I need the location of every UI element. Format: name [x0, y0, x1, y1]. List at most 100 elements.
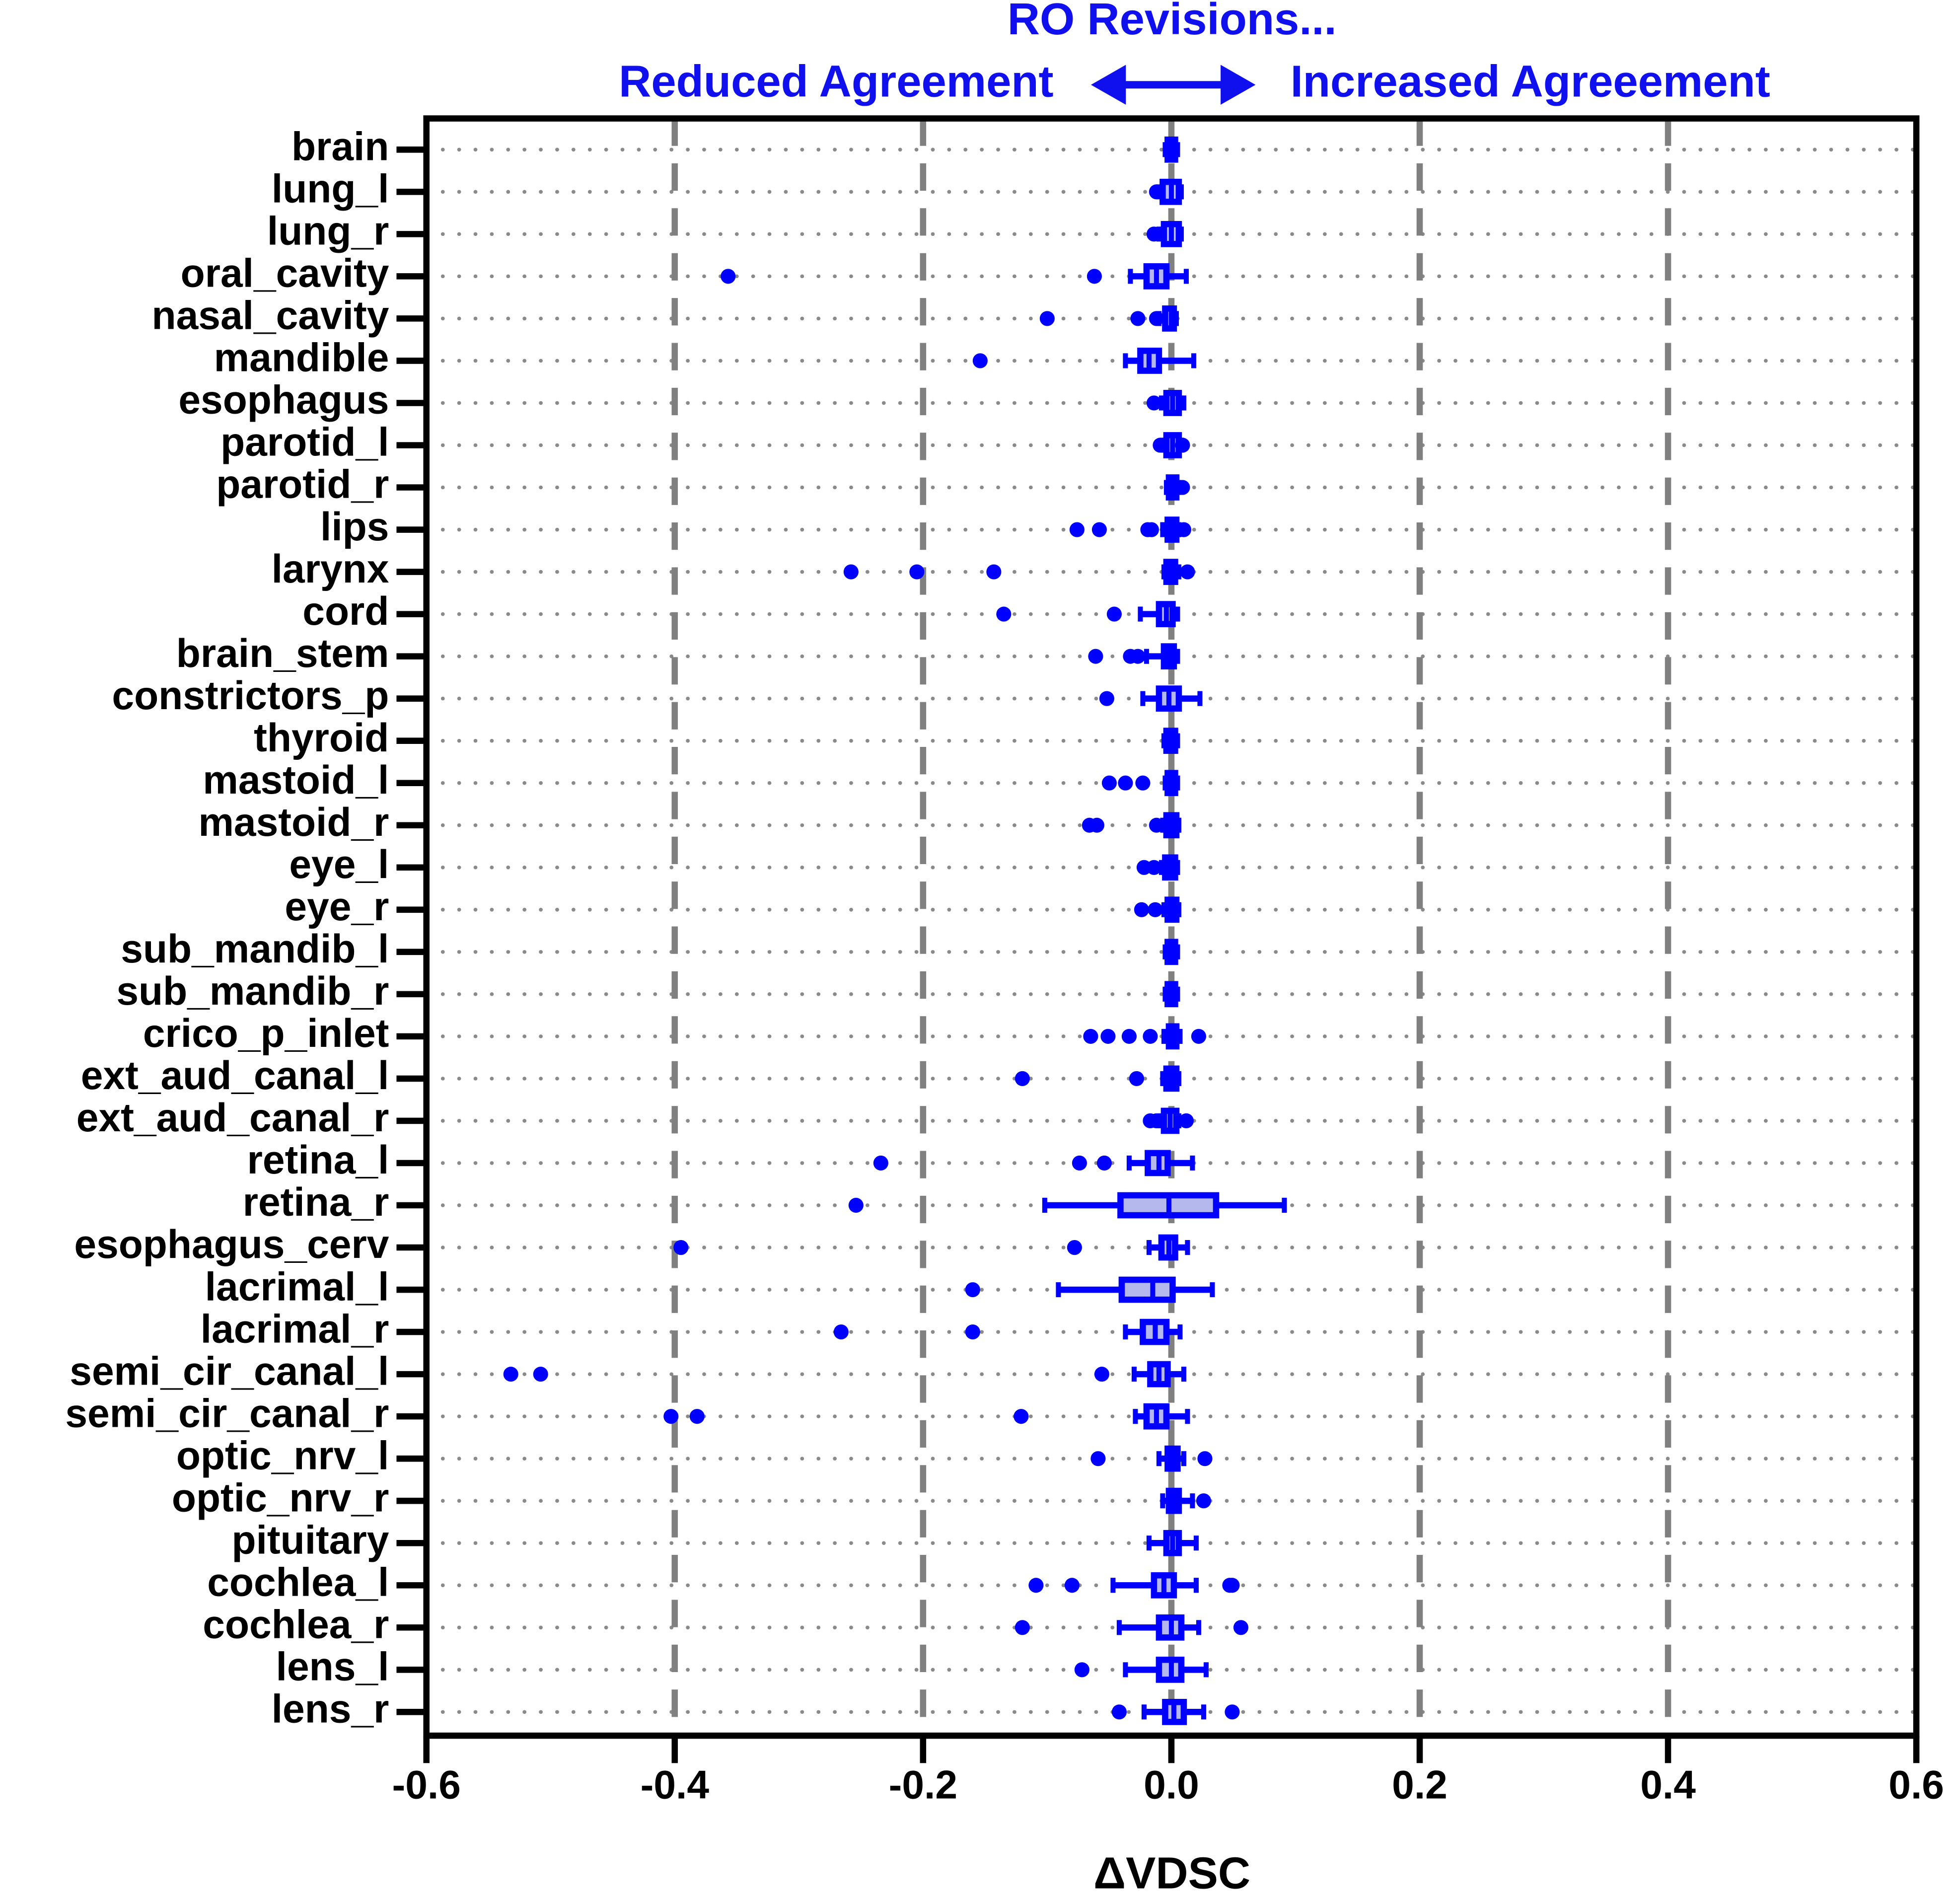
outlier: [1135, 775, 1151, 791]
x-tick-label: 0.4: [1640, 1763, 1696, 1808]
outlier: [663, 1409, 679, 1424]
outlier: [1222, 1578, 1237, 1593]
y-tick-label: lips: [320, 505, 389, 549]
y-tick-label: semi_cir_canal_l: [70, 1349, 389, 1393]
y-tick-label: pituitary: [232, 1518, 389, 1562]
outlier: [533, 1367, 548, 1382]
outlier: [689, 1409, 705, 1424]
y-tick-label: optic_nrv_l: [176, 1433, 389, 1478]
y-tick-label: mastoid_l: [203, 758, 389, 803]
outlier: [1149, 817, 1164, 833]
outlier: [1146, 860, 1161, 875]
outlier: [1083, 1028, 1098, 1044]
outlier: [1144, 522, 1159, 537]
y-tick-label: cord: [302, 589, 389, 634]
outlier: [972, 353, 988, 368]
outlier: [1134, 902, 1149, 917]
outlier: [1129, 1071, 1144, 1086]
y-tick-label: brain: [291, 125, 389, 169]
outlier: [1197, 1451, 1213, 1466]
outlier: [1143, 1028, 1158, 1044]
outlier: [1233, 1620, 1249, 1635]
y-tick-label: esophagus_cerv: [74, 1222, 389, 1267]
annotation: Increased Agreeement: [1291, 57, 1770, 107]
outlier: [1099, 691, 1114, 706]
outlier: [833, 1324, 849, 1340]
outlier: [1039, 311, 1055, 326]
y-tick-label: cochlea_l: [207, 1560, 389, 1605]
outlier: [1191, 1028, 1207, 1044]
outlier: [1014, 1620, 1030, 1635]
y-tick-label: mandible: [214, 336, 389, 380]
outlier: [1118, 775, 1133, 791]
outlier: [909, 564, 925, 580]
outlier: [1014, 1071, 1030, 1086]
y-tick-label: retina_l: [247, 1138, 389, 1182]
y-tick-label: ext_aud_canal_l: [81, 1053, 389, 1098]
outlier: [1178, 1113, 1194, 1129]
y-tick-label: constrictors_p: [112, 673, 389, 718]
double-arrow: [1090, 65, 1256, 105]
y-tick-label: sub_mandib_l: [121, 927, 389, 971]
y-tick-label: optic_nrv_r: [172, 1475, 389, 1520]
outlier: [1064, 1578, 1080, 1593]
x-axis-label: ΔVDSC: [1093, 1848, 1250, 1899]
outlier: [1072, 1155, 1087, 1171]
outlier: [1180, 564, 1195, 580]
outlier: [1146, 226, 1161, 242]
y-tick-label: ext_aud_canal_r: [76, 1096, 389, 1140]
outlier: [1090, 1451, 1106, 1466]
y-tick-label: parotid_l: [220, 420, 389, 465]
y-tick-label: lung_r: [267, 209, 389, 254]
outlier: [1225, 1704, 1240, 1720]
y-tick-label: retina_r: [243, 1180, 389, 1225]
outlier: [1067, 1240, 1082, 1255]
outlier: [848, 1197, 864, 1213]
outlier: [996, 606, 1012, 622]
outlier: [1153, 438, 1168, 453]
y-tick-label: lacrimal_l: [205, 1264, 389, 1309]
outlier: [1121, 1028, 1137, 1044]
outlier: [1094, 1367, 1109, 1382]
annotation: Reduced Agreement: [619, 57, 1054, 107]
y-tick-label: sub_mandib_r: [116, 969, 389, 1014]
y-tick-label: crico_p_inlet: [143, 1011, 389, 1056]
outlier: [843, 564, 859, 580]
outlier: [1149, 184, 1164, 200]
outlier: [1130, 649, 1146, 664]
outlier: [721, 269, 736, 284]
outlier: [1091, 522, 1107, 537]
outlier: [965, 1282, 980, 1298]
outlier: [1074, 1662, 1089, 1678]
outlier: [1175, 480, 1190, 495]
outlier: [1130, 311, 1146, 326]
y-tick-label: mastoid_r: [198, 800, 389, 845]
outlier: [1028, 1578, 1044, 1593]
y-tick-label: thyroid: [254, 716, 389, 760]
outlier: [1175, 438, 1190, 453]
y-tick-label: esophagus: [178, 378, 389, 423]
y-tick-label: lacrimal_r: [201, 1307, 389, 1351]
y-tick-label: oral_cavity: [181, 251, 389, 296]
y-tick-label: lens_l: [276, 1645, 389, 1689]
y-tick-label: larynx: [272, 547, 389, 591]
outlier: [1146, 395, 1161, 411]
y-tick-label: brain_stem: [176, 631, 389, 676]
x-tick-label: -0.2: [889, 1763, 957, 1808]
box: [1118, 1276, 1176, 1303]
outlier: [1088, 649, 1103, 664]
outlier: [873, 1155, 888, 1171]
outlier: [1096, 1155, 1112, 1171]
outlier: [1196, 1493, 1212, 1509]
outlier: [1149, 311, 1164, 326]
y-tick-label: parotid_r: [216, 462, 389, 507]
y-tick-label: nasal_cavity: [152, 293, 389, 338]
x-tick-label: 0.0: [1144, 1763, 1199, 1808]
x-tick-label: -0.4: [641, 1763, 710, 1808]
x-tick-label: -0.6: [392, 1763, 461, 1808]
outlier: [1082, 817, 1097, 833]
y-tick-label: eye_l: [289, 842, 389, 887]
outlier: [1111, 1704, 1127, 1720]
x-tick-label: 0.6: [1888, 1763, 1944, 1808]
